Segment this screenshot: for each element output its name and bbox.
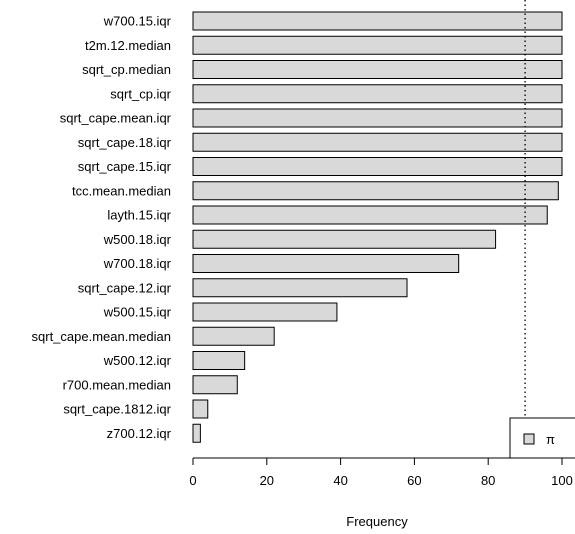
category-label: sqrt_cape.18.iqr	[78, 135, 172, 150]
category-label: sqrt_cape.1812.iqr	[63, 402, 171, 417]
category-label: sqrt_cape.mean.median	[32, 329, 171, 344]
category-label: tcc.mean.median	[72, 183, 171, 198]
bar	[192, 60, 563, 79]
bar	[192, 278, 408, 298]
bar	[192, 254, 460, 273]
x-tick-label: 20	[260, 473, 274, 488]
bar	[192, 351, 246, 370]
x-tick-label: 40	[333, 473, 347, 488]
category-label: sqrt_cp.iqr	[110, 86, 171, 101]
x-tick-label: 60	[407, 473, 421, 488]
bars-layer	[192, 11, 563, 443]
bar	[192, 302, 338, 322]
x-axis: 0 20 40 60 80 100	[189, 457, 573, 488]
category-label: w700.18.iqr	[103, 256, 172, 271]
x-tick-label: 80	[481, 473, 495, 488]
bar	[192, 132, 563, 152]
bar	[192, 35, 563, 55]
category-label: w500.12.iqr	[103, 353, 172, 368]
category-label: sqrt_cape.15.iqr	[78, 159, 172, 174]
category-label: w500.15.iqr	[103, 305, 172, 320]
x-tick-label: 0	[189, 473, 196, 488]
bar	[192, 375, 238, 395]
bar	[192, 423, 201, 443]
category-label: sqrt_cape.mean.iqr	[60, 111, 172, 126]
bar	[192, 326, 275, 346]
bar	[192, 157, 563, 176]
x-tick-label: 100	[551, 473, 573, 488]
bar	[192, 84, 563, 104]
category-label: r700.mean.median	[63, 377, 171, 392]
category-label: w500.18.iqr	[103, 232, 172, 247]
bar	[192, 229, 497, 249]
x-axis-label: Frequency	[346, 514, 408, 529]
category-label: sqrt_cape.12.iqr	[78, 280, 172, 295]
category-label: z700.12.iqr	[107, 426, 172, 441]
legend-label: π	[546, 432, 555, 447]
bar	[192, 205, 548, 225]
bar	[192, 108, 563, 128]
bar	[192, 181, 559, 201]
category-label: sqrt_cp.median	[82, 62, 171, 77]
category-label: t2m.12.median	[85, 38, 171, 53]
category-labels: w700.15.iqr t2m.12.median sqrt_cp.mediansq…	[32, 14, 172, 441]
category-label: layth.15.iqr	[107, 208, 171, 223]
legend-swatch	[523, 433, 535, 445]
bar	[192, 11, 563, 31]
bar	[192, 399, 209, 419]
category-label: w700.15.iqr	[103, 14, 172, 29]
legend-box	[509, 417, 575, 459]
legend: π	[509, 417, 575, 459]
